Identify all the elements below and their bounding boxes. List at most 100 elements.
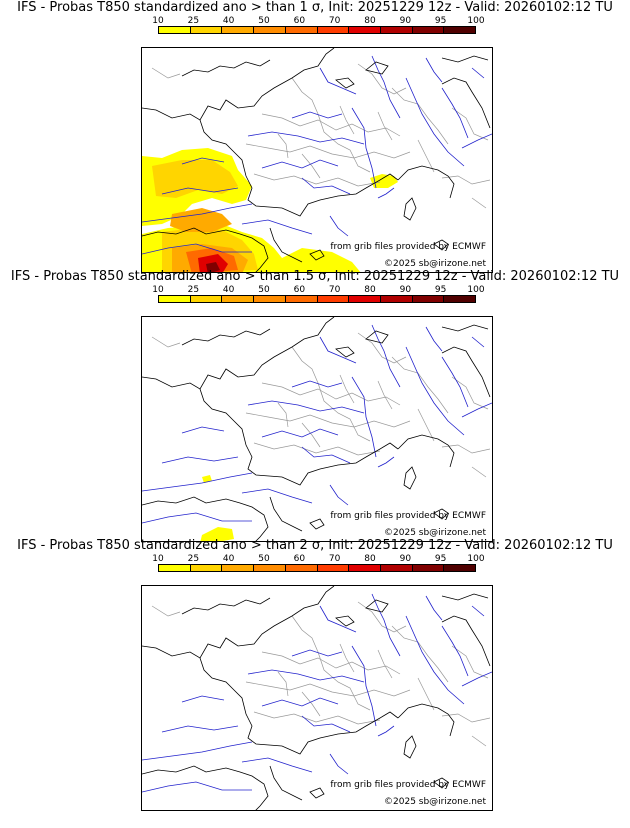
river — [261, 697, 339, 707]
coastline — [403, 197, 417, 221]
coastline — [365, 330, 389, 344]
colorbar-tick-label: 25 — [187, 285, 200, 295]
probability-map: from grib files provided by ECMWF ©2025 … — [141, 585, 493, 811]
admin-border — [451, 107, 489, 141]
panel-2sigma: IFS - Probas T850 standardized ano > tha… — [0, 538, 630, 811]
coastline — [433, 777, 449, 789]
coastline — [199, 388, 399, 486]
coastline — [269, 496, 303, 532]
coastline — [142, 765, 269, 810]
admin-border — [391, 87, 449, 145]
colorbar-segment — [380, 296, 413, 302]
coastline — [441, 346, 491, 398]
map-canvas — [142, 317, 492, 541]
admin-border — [253, 173, 381, 187]
river — [241, 757, 313, 773]
admin-border — [245, 143, 411, 159]
colorbar-segment — [317, 296, 350, 302]
admin-border — [441, 444, 491, 454]
colorbar-segment — [380, 27, 413, 33]
river — [351, 107, 377, 189]
river — [142, 243, 252, 255]
colorbar-segment — [349, 27, 381, 33]
river — [377, 187, 395, 199]
admin-border — [377, 649, 393, 679]
coastline — [181, 328, 271, 346]
colorbar-labels: 10 25 40 50 60 70 80 90 95 100 — [152, 554, 484, 564]
river — [291, 380, 343, 388]
admin-border — [277, 402, 289, 428]
river — [247, 669, 365, 683]
coastline — [335, 77, 355, 89]
admin-border — [253, 442, 381, 456]
probability-area — [170, 208, 232, 232]
colorbar-tick-label: 90 — [399, 554, 412, 564]
probability-area — [370, 174, 398, 188]
admin-border — [261, 382, 401, 406]
admin-border — [357, 332, 407, 364]
admin-border — [471, 735, 487, 747]
copyright-credit: ©2025 sb@irizone.net — [384, 797, 486, 807]
coastline — [403, 466, 417, 490]
colorbar-segment — [190, 27, 223, 33]
admin-border — [291, 346, 371, 442]
river — [261, 428, 339, 438]
panel-1sigma: IFS - Probas T850 standardized ano > tha… — [0, 0, 630, 273]
colorbar-segment — [285, 296, 318, 302]
colorbar-tick-label: 50 — [258, 285, 270, 295]
coastline — [309, 787, 325, 799]
admin-border — [357, 601, 407, 633]
colorbar-segment — [285, 565, 318, 571]
river — [329, 215, 349, 237]
admin-border — [417, 139, 435, 173]
colorbar-tick-label: 60 — [293, 16, 306, 26]
colorbar — [158, 26, 476, 34]
colorbar-segment — [412, 565, 445, 571]
river — [301, 446, 351, 464]
admin-border — [151, 605, 181, 617]
colorbar — [158, 564, 476, 572]
admin-border — [291, 615, 371, 711]
coastline — [365, 61, 389, 75]
admin-border — [417, 408, 435, 442]
river — [425, 57, 443, 83]
coastline — [335, 346, 355, 358]
river — [377, 725, 395, 737]
coastline — [397, 434, 455, 468]
colorbar-segment — [190, 296, 223, 302]
river — [405, 346, 465, 436]
colorbar-segment — [317, 27, 350, 33]
river — [161, 456, 239, 464]
colorbar-segment — [444, 27, 476, 33]
coastline — [441, 55, 489, 63]
source-credit: from grib files provided by ECMWF — [330, 511, 486, 521]
admin-border — [277, 133, 289, 159]
river — [261, 159, 339, 169]
colorbar-tick-label: 95 — [434, 16, 447, 26]
river — [247, 400, 365, 414]
panel-1-5sigma: IFS - Probas T850 standardized ano > tha… — [0, 269, 630, 542]
admin-border — [301, 691, 321, 717]
colorbar-segment — [349, 565, 381, 571]
river — [425, 326, 443, 352]
admin-border — [441, 713, 491, 723]
colorbar-segment — [444, 565, 476, 571]
colorbar-tick-label: 100 — [467, 285, 485, 295]
river — [181, 426, 225, 434]
probability-map: from grib files provided by ECMWF ©2025 … — [141, 47, 493, 273]
colorbar-tick-label: 90 — [399, 285, 412, 295]
river — [291, 111, 343, 119]
admin-border — [391, 625, 449, 683]
river — [441, 625, 469, 677]
coastline — [142, 317, 335, 390]
map-canvas — [142, 586, 492, 810]
colorbar-segment — [254, 565, 286, 571]
copyright-credit: ©2025 sb@irizone.net — [384, 528, 486, 538]
colorbar-segment — [190, 565, 223, 571]
admin-border — [339, 105, 355, 135]
colorbar-segment — [159, 565, 191, 571]
river — [247, 131, 365, 145]
coastline — [142, 48, 335, 121]
panel-title: IFS - Probas T850 standardized ano > tha… — [17, 0, 613, 15]
colorbar-tick-label: 80 — [364, 16, 376, 26]
